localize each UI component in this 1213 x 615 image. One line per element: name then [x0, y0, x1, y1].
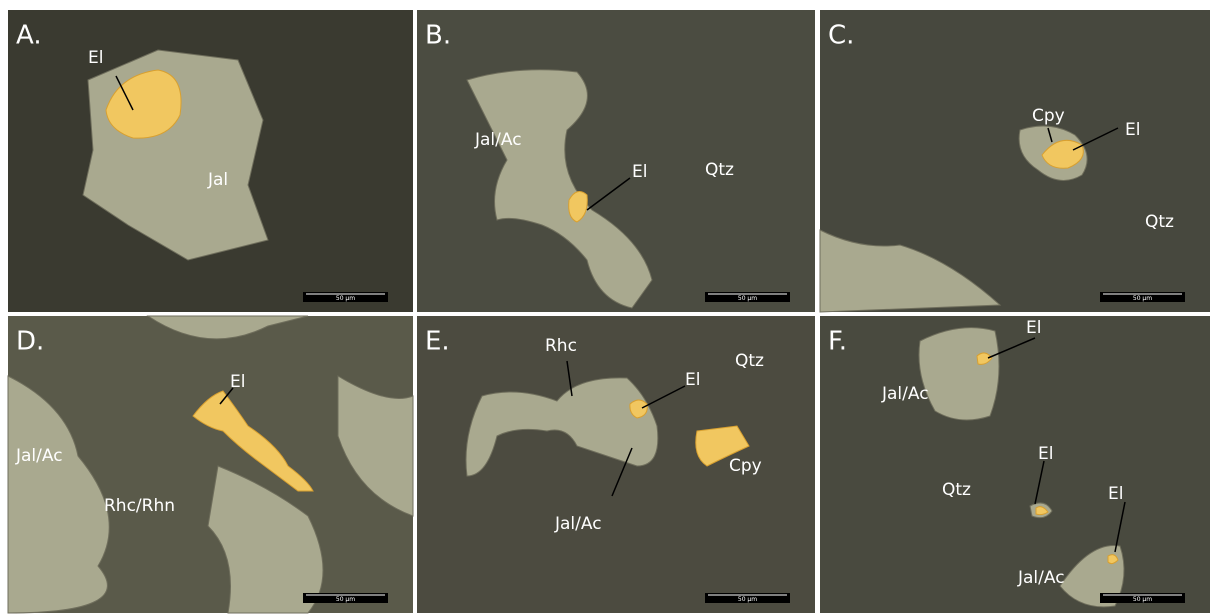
scale-bar-label: 50 µm: [336, 295, 355, 302]
panel-letter: C.: [828, 21, 854, 51]
panel-letter: D.: [16, 327, 44, 357]
panel-background: [820, 316, 1210, 613]
mineral-label: Jal/Ac: [15, 446, 63, 466]
micrograph-panel: E. Rhc Qtz El Cpy Jal/Ac 50 µm: [417, 316, 815, 613]
mineral-label: Rhc/Rhn: [104, 496, 175, 516]
mineral-label: Jal: [207, 170, 228, 190]
mineral-label: Jal/Ac: [1017, 568, 1065, 588]
mineral-label: El: [685, 370, 700, 390]
scale-bar-label: 50 µm: [1133, 596, 1152, 603]
micrograph-panel: C. Cpy El Qtz 50 µm: [820, 10, 1210, 312]
mineral-label: Qtz: [735, 351, 764, 371]
mineral-label: Cpy: [1032, 106, 1065, 126]
micrograph-panel: F. El Jal/Ac El Qtz El Jal/Ac 50 µm: [820, 316, 1210, 613]
micrograph-panel: D. El Jal/Ac Rhc/Rhn 50 µm: [8, 316, 413, 613]
scale-bar-label: 50 µm: [1133, 295, 1152, 302]
panel-letter: E.: [425, 327, 450, 357]
panel-letter: A.: [16, 21, 42, 51]
mineral-label: Jal/Ac: [474, 130, 522, 150]
panel-letter: B.: [425, 21, 451, 51]
panel-letter: F.: [828, 327, 847, 357]
mineral-label: El: [1026, 318, 1041, 338]
micrograph-panel: A. El Jal 50 µm: [8, 10, 413, 312]
mineral-label: Qtz: [705, 160, 734, 180]
mineral-label: El: [88, 48, 103, 68]
mineral-label: El: [632, 162, 647, 182]
mineral-label: Jal/Ac: [881, 384, 929, 404]
mineral-label: Cpy: [729, 456, 762, 476]
mineral-label: El: [1108, 484, 1123, 504]
scale-bar-label: 50 µm: [738, 596, 757, 603]
scale-bar-label: 50 µm: [336, 596, 355, 603]
mineral-label: El: [1125, 120, 1140, 140]
mineral-label: El: [230, 372, 245, 392]
mineral-label: Jal/Ac: [554, 514, 602, 534]
mineral-label: Qtz: [1145, 212, 1174, 232]
mineral-label: Rhc: [545, 336, 577, 356]
mineral-label: Qtz: [942, 480, 971, 500]
figure: A. El Jal 50 µm B. Jal/Ac El Qtz 50 µm C. Cpy El Qtz…: [0, 0, 1213, 615]
mineral-label: El: [1038, 444, 1053, 464]
micrograph-panel: B. Jal/Ac El Qtz 50 µm: [417, 10, 815, 312]
scale-bar-label: 50 µm: [738, 295, 757, 302]
